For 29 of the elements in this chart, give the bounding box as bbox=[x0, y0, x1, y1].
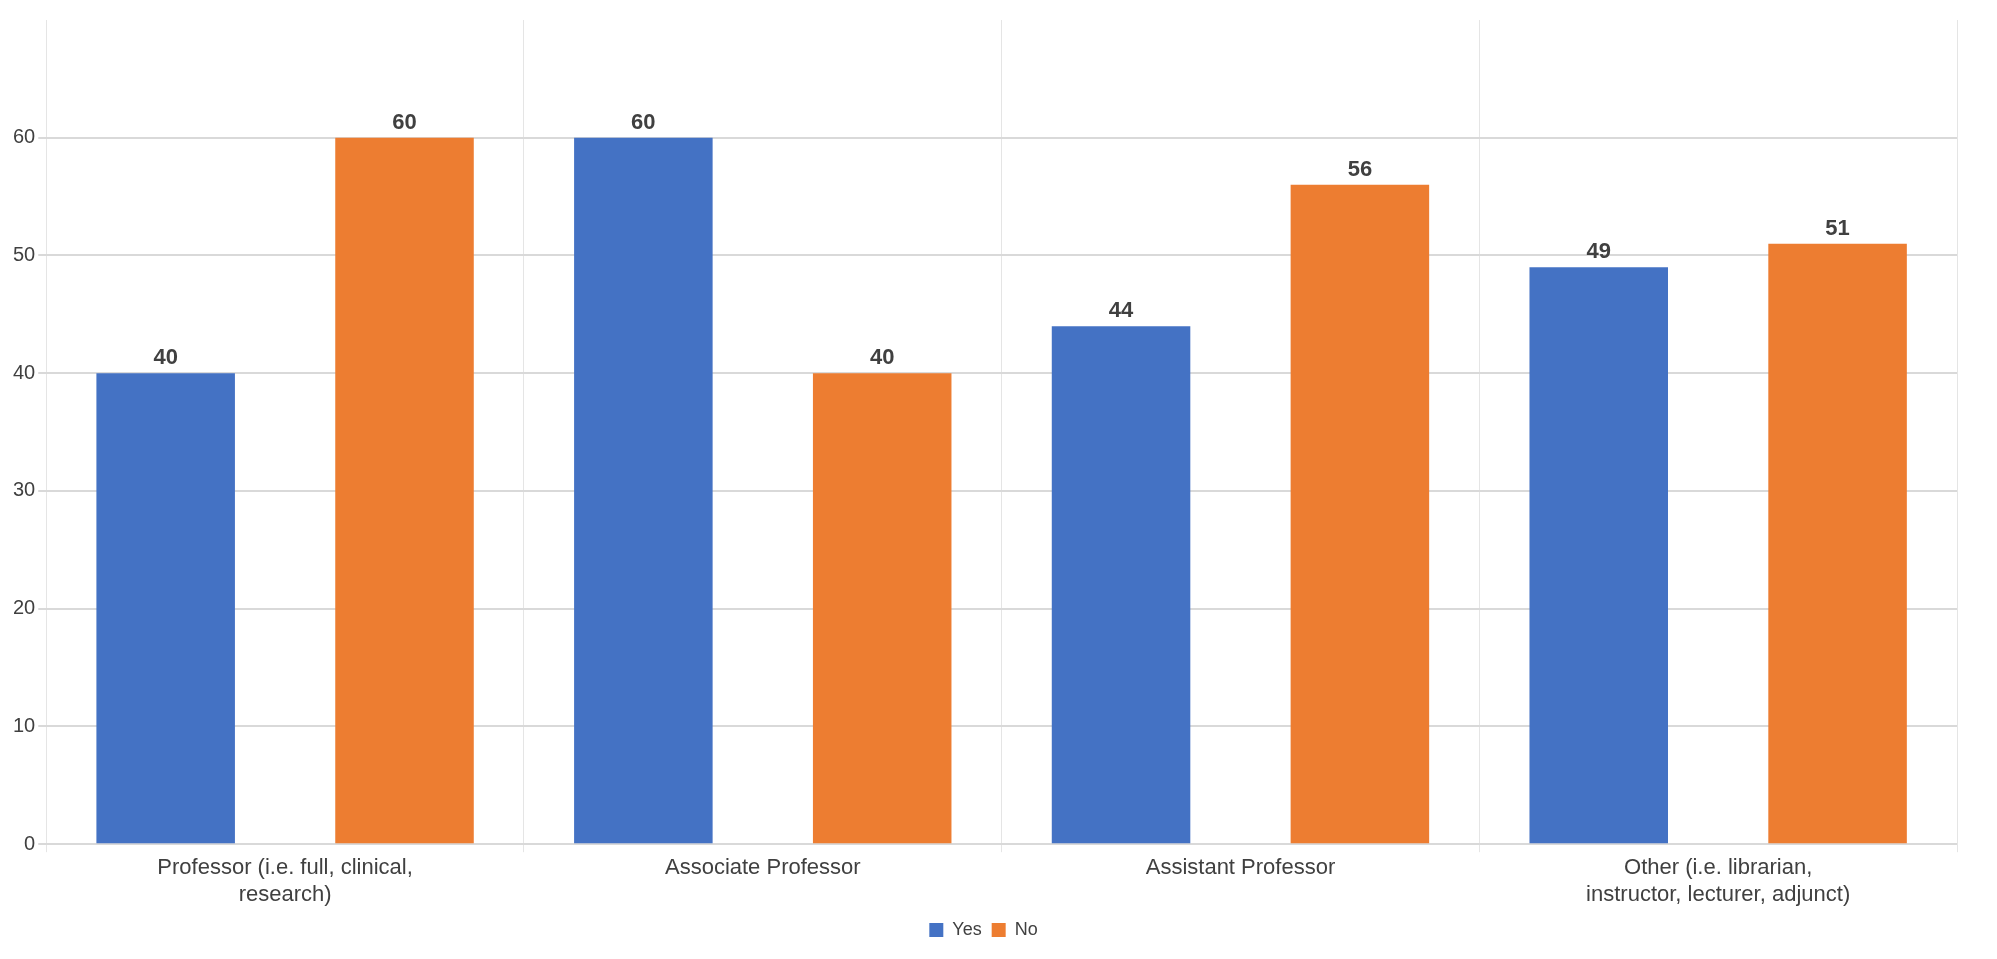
y-tick-label: 40 bbox=[13, 360, 36, 383]
x-tick-label: Assistant Professor bbox=[1145, 854, 1336, 880]
y-tick-label: 20 bbox=[13, 596, 36, 619]
x-tick-label: Associate Professor bbox=[664, 854, 861, 880]
y-tick-label: 30 bbox=[13, 478, 36, 501]
bar bbox=[335, 137, 474, 844]
data-label: 60 bbox=[631, 108, 656, 134]
data-label: 51 bbox=[1825, 214, 1850, 240]
data-label: 40 bbox=[869, 344, 895, 370]
bar bbox=[1290, 184, 1430, 844]
y-tick-label: 0 bbox=[24, 831, 36, 854]
data-label: 60 bbox=[392, 108, 417, 134]
data-label: 40 bbox=[153, 344, 178, 370]
y-tick-label: 60 bbox=[13, 125, 36, 148]
y-tick-label: 10 bbox=[13, 713, 36, 736]
bar bbox=[96, 373, 235, 844]
data-label: 56 bbox=[1347, 155, 1373, 181]
legend-label: No bbox=[1014, 918, 1038, 939]
x-tick-label: Other (i.e. librarian, instructor, lecturer, adjunct) bbox=[1586, 854, 1851, 906]
bar bbox=[574, 137, 713, 844]
data-label: 44 bbox=[1108, 297, 1135, 323]
bar bbox=[1768, 243, 1907, 844]
bar bbox=[812, 373, 952, 844]
bar bbox=[1529, 267, 1668, 844]
bar bbox=[1051, 326, 1191, 844]
y-tick-label: 50 bbox=[13, 243, 36, 265]
x-tick-label: Professor (i.e. full, clinical, research) bbox=[157, 854, 413, 906]
data-label: 49 bbox=[1586, 238, 1611, 264]
legend-label: Yes bbox=[952, 918, 982, 939]
